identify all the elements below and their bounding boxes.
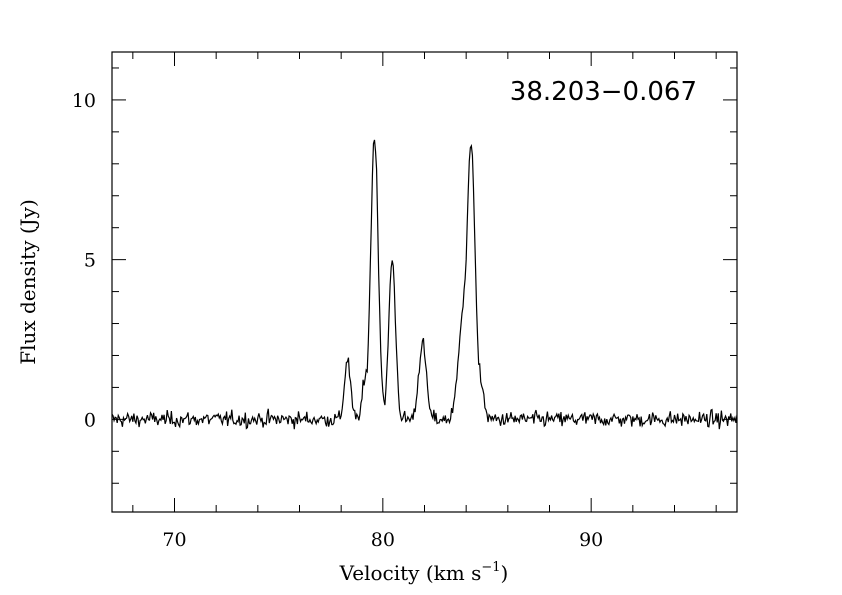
y-tick-label: 0	[84, 409, 96, 431]
y-axis-title: Flux density (Jy)	[16, 199, 40, 365]
x-tick-label: 80	[371, 529, 395, 551]
x-tick-label: 70	[162, 529, 186, 551]
plot-frame	[111, 51, 738, 513]
x-tick-label: 90	[579, 529, 603, 551]
tick-labels: 70 80 90 0 5 10	[72, 90, 603, 551]
axis-ticks	[112, 52, 737, 512]
y-tick-label: 10	[72, 90, 96, 112]
y-tick-label: 5	[84, 250, 96, 272]
source-label: 38.203−0.067	[510, 77, 697, 107]
x-axis-title: Velocity (km s−1)	[339, 560, 509, 585]
spectrum-line	[112, 139, 737, 430]
